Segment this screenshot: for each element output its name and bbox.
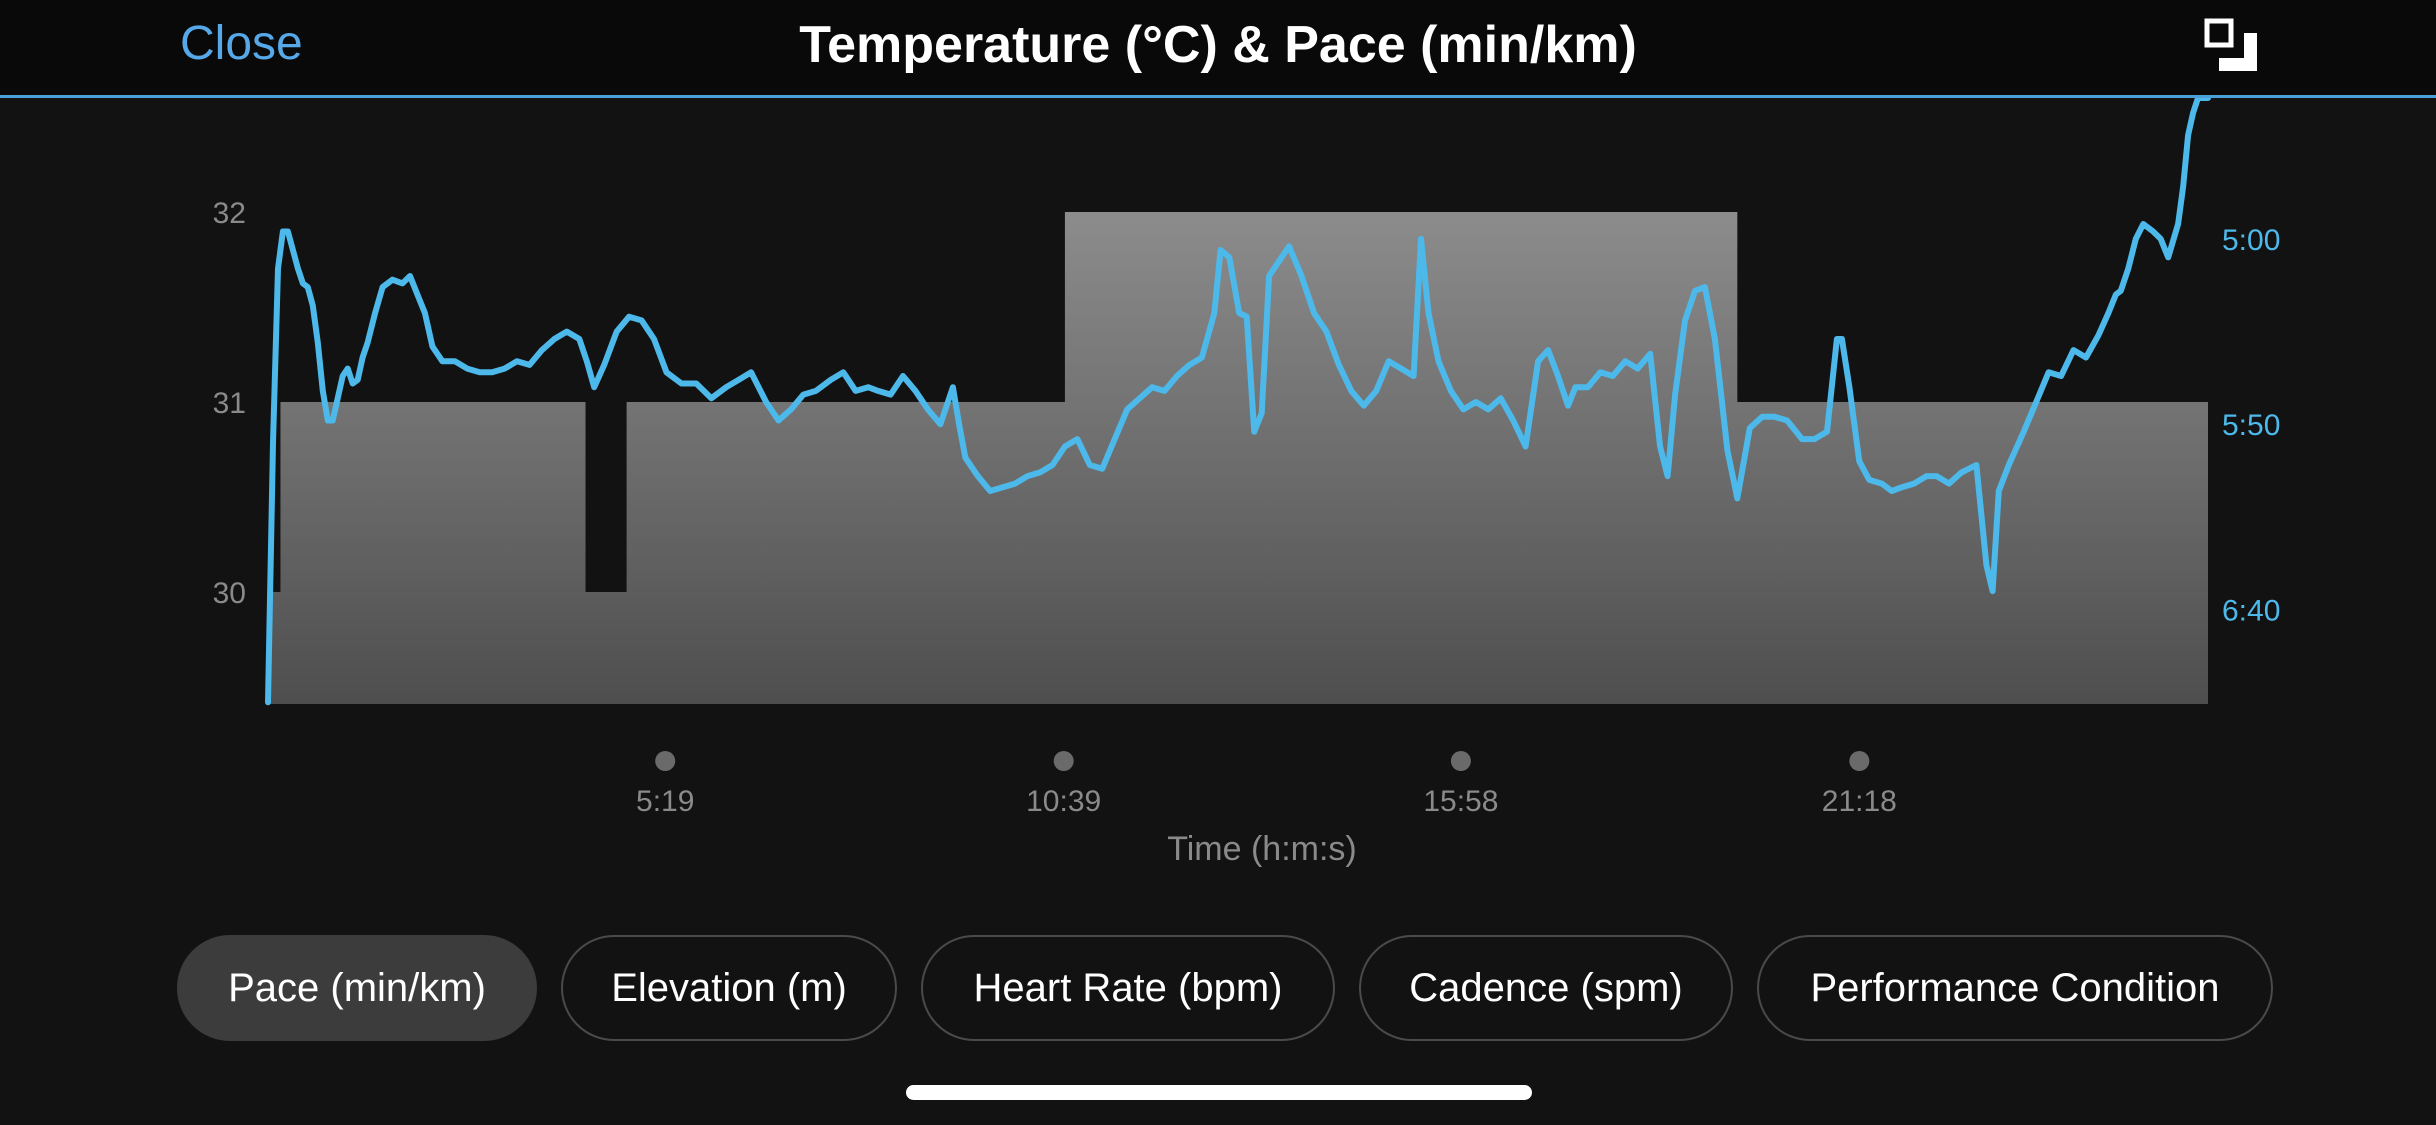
x-tick-label: 15:58 <box>1423 785 1498 818</box>
x-axis-label: Time (h:m:s) <box>1167 830 1357 868</box>
home-indicator <box>906 1085 1532 1100</box>
performance-condition-tab[interactable]: Performance Condition <box>1757 935 2273 1041</box>
cadence-tab[interactable]: Cadence (spm) <box>1359 935 1733 1041</box>
x-tick-label: 21:18 <box>1822 785 1897 818</box>
x-tick-dot <box>1053 751 1074 771</box>
fullscreen-icon[interactable] <box>2204 18 2260 74</box>
close-button[interactable]: Close <box>180 14 303 74</box>
elevation-tab[interactable]: Elevation (m) <box>561 935 897 1041</box>
y-left-tick-label: 32 <box>213 197 246 230</box>
x-tick-dot <box>655 751 676 771</box>
y-right-tick-label: 5:00 <box>2222 224 2280 257</box>
x-tick-label: 5:19 <box>636 785 694 818</box>
chart-area: 30 31 32 5:00 5:50 6:40 5:19 10:39 15:58 21:18 … <box>0 95 2436 898</box>
y-left-tick-label: 30 <box>213 577 246 610</box>
pace-tab[interactable]: Pace (min/km) <box>177 935 537 1041</box>
pace-line <box>265 95 2211 706</box>
y-right-tick-label: 5:50 <box>2222 409 2280 442</box>
x-tick-dot <box>1849 751 1870 771</box>
heart-rate-tab[interactable]: Heart Rate (bpm) <box>921 935 1335 1041</box>
y-right-tick-label: 6:40 <box>2222 595 2280 628</box>
x-tick-dot <box>1450 751 1471 771</box>
metric-selector: Pace (min/km) Elevation (m) Heart Rate (… <box>0 935 2436 1045</box>
temperature-area <box>268 212 2208 704</box>
x-tick-label: 10:39 <box>1026 785 1101 818</box>
chart-title: Temperature (°C) & Pace (min/km) <box>799 16 1637 74</box>
top-bar: Close Temperature (°C) & Pace (min/km) <box>0 0 2436 98</box>
y-left-tick-label: 31 <box>213 387 246 420</box>
